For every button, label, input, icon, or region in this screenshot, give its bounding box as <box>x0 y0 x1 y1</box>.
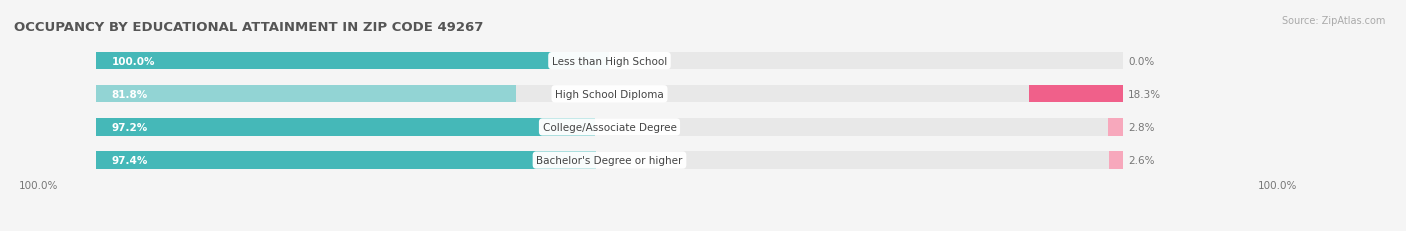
Bar <box>96 152 1123 169</box>
Text: 100.0%: 100.0% <box>20 180 59 190</box>
Text: Less than High School: Less than High School <box>553 56 666 66</box>
Text: Source: ZipAtlas.com: Source: ZipAtlas.com <box>1281 16 1385 26</box>
Text: 2.8%: 2.8% <box>1128 122 1154 132</box>
Text: Bachelor's Degree or higher: Bachelor's Degree or higher <box>536 155 683 165</box>
Bar <box>96 53 1123 70</box>
Bar <box>96 119 595 136</box>
Text: 100.0%: 100.0% <box>1258 180 1298 190</box>
Bar <box>96 86 516 103</box>
Text: OCCUPANCY BY EDUCATIONAL ATTAINMENT IN ZIP CODE 49267: OCCUPANCY BY EDUCATIONAL ATTAINMENT IN Z… <box>14 21 484 33</box>
Bar <box>96 152 596 169</box>
Text: 18.3%: 18.3% <box>1128 89 1161 99</box>
Bar <box>96 53 609 70</box>
Text: High School Diploma: High School Diploma <box>555 89 664 99</box>
Text: 2.6%: 2.6% <box>1128 155 1154 165</box>
Bar <box>1108 119 1123 136</box>
Text: 81.8%: 81.8% <box>111 89 148 99</box>
Text: College/Associate Degree: College/Associate Degree <box>543 122 676 132</box>
Bar <box>96 119 1123 136</box>
Text: 97.4%: 97.4% <box>111 155 148 165</box>
Text: 97.2%: 97.2% <box>111 122 148 132</box>
Text: 100.0%: 100.0% <box>111 56 155 66</box>
Bar <box>96 86 1123 103</box>
Text: 0.0%: 0.0% <box>1128 56 1154 66</box>
Bar <box>1109 152 1123 169</box>
Bar <box>1029 86 1123 103</box>
